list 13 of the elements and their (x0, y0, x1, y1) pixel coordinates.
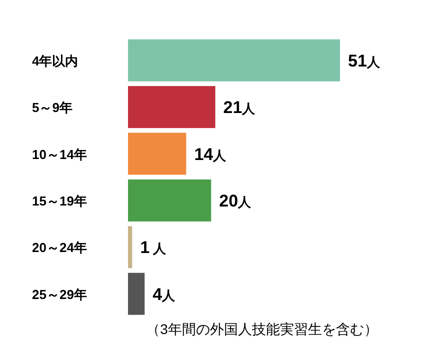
y-tick-label: 10～14年 (32, 146, 87, 162)
y-tick-label: 15～19年 (32, 193, 87, 208)
data-label: 51人 (348, 51, 381, 70)
y-tick-label: 4年以内 (32, 53, 78, 68)
data-label: 20人 (219, 191, 252, 210)
y-tick-label: 20～24年 (32, 240, 87, 256)
y-tick-label: 5～9年 (32, 100, 72, 116)
data-label: 4人 (152, 284, 176, 304)
y-tick-label: 25～29年 (32, 286, 87, 302)
data-label: 14人 (194, 144, 228, 164)
data-label: 21人 (223, 98, 256, 118)
data-label: 1 人 (140, 238, 168, 258)
text: （3年間の外国人技能実習生を含む） (146, 321, 378, 337)
